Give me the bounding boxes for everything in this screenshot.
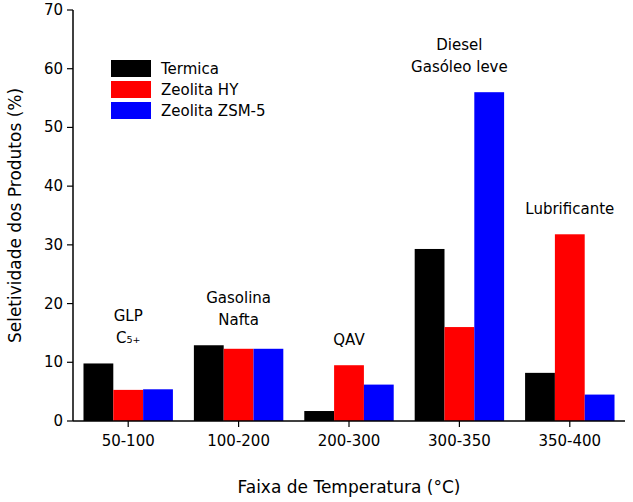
y-tick-label: 60 <box>44 60 63 78</box>
bar <box>474 92 504 421</box>
bars <box>83 92 614 421</box>
bar <box>304 411 334 421</box>
annotation: Gasolina <box>206 289 271 307</box>
x-tick <box>459 421 460 427</box>
legend-swatch <box>111 60 151 77</box>
y-tick-label: 0 <box>53 412 63 430</box>
y-tick-label: 40 <box>44 177 63 195</box>
chart-svg: 0 10 20 30 40 50 60 70 50-100 100-200 200-300 300-3… <box>0 0 633 502</box>
annotation: Lubrificante <box>525 200 614 218</box>
chart-container: 0 10 20 30 40 50 60 70 50-100 100-200 200-300 300-3… <box>0 0 633 502</box>
bar <box>585 395 615 421</box>
bar <box>83 363 113 421</box>
bar <box>415 249 445 421</box>
x-tick <box>128 421 129 427</box>
annotation: QAV <box>333 331 365 349</box>
bar <box>364 385 394 421</box>
legend-swatch <box>111 102 151 119</box>
x-tick <box>238 421 239 427</box>
x-tick-label: 100-200 <box>207 432 270 450</box>
bar <box>224 349 254 421</box>
bar <box>113 390 143 421</box>
y-axis-line <box>72 10 74 421</box>
bar <box>334 365 364 421</box>
legend: Termica Zeolita HY Zeolita ZSM-5 <box>111 60 266 120</box>
x-axis-label: Faixa de Temperatura (°C) <box>238 477 461 497</box>
bar <box>555 234 585 421</box>
bar <box>194 345 224 421</box>
y-tick <box>67 303 73 304</box>
x-tick <box>348 421 349 427</box>
y-tick-label: 20 <box>44 295 63 313</box>
y-tick-label: 30 <box>44 236 63 254</box>
legend-label: Termica <box>160 60 219 78</box>
bar <box>143 389 173 421</box>
x-tick-label: 50-100 <box>102 432 155 450</box>
y-axis-label: Seletividade dos Produtos (%) <box>5 88 25 343</box>
annotation: C₅₊ <box>116 329 140 347</box>
y-tick-label: 50 <box>44 118 63 136</box>
annotation: Diesel <box>436 36 482 54</box>
y-tick <box>67 9 73 10</box>
x-tick-label: 300-350 <box>428 432 491 450</box>
y-tick <box>67 127 73 128</box>
x-tick-label: 350-400 <box>538 432 601 450</box>
annotation: GLP <box>114 307 143 325</box>
y-tick <box>67 68 73 69</box>
legend-swatch <box>111 81 151 98</box>
annotation: Nafta <box>218 311 259 329</box>
legend-label: Zeolita ZSM-5 <box>161 102 266 120</box>
bar <box>254 349 284 421</box>
bar <box>444 327 474 421</box>
y-tick <box>67 362 73 363</box>
x-tick <box>569 421 570 427</box>
bar <box>525 373 555 421</box>
y-tick-label: 70 <box>44 1 63 19</box>
y-tick <box>67 420 73 421</box>
legend-label: Zeolita HY <box>161 81 239 99</box>
y-tick-label: 10 <box>44 353 63 371</box>
annotation: Gasóleo leve <box>411 58 508 76</box>
x-tick-label: 200-300 <box>318 432 381 450</box>
y-tick <box>67 244 73 245</box>
y-tick <box>67 186 73 187</box>
